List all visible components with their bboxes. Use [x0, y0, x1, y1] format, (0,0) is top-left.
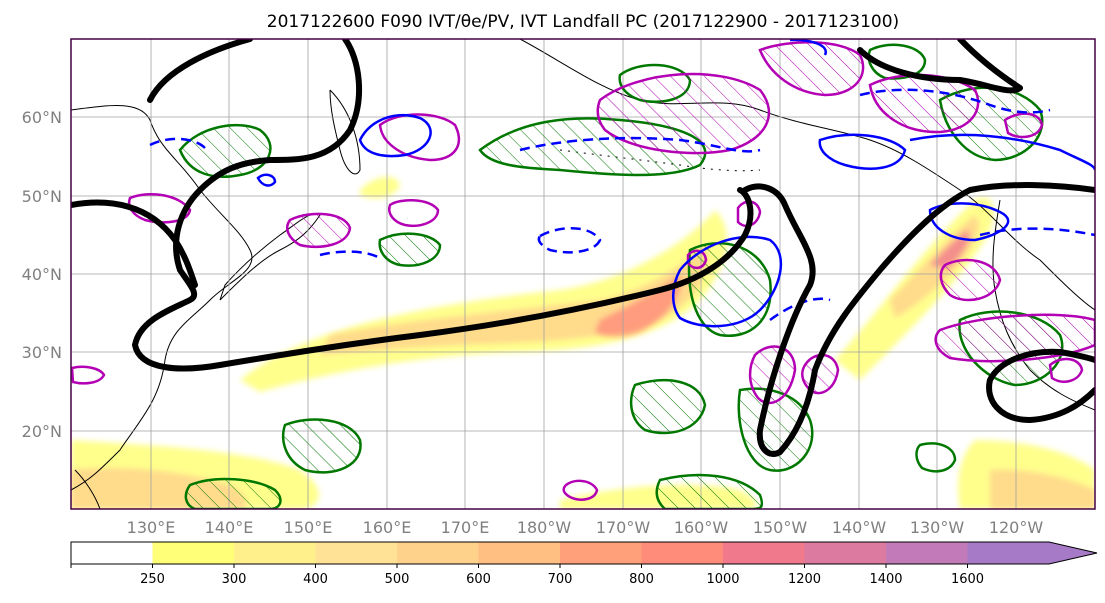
- blue-contour-9: [979, 227, 1095, 237]
- green-contour-8: [655, 473, 764, 509]
- blue-contour-2: [149, 137, 206, 149]
- colorbar-extend-arrow: [1049, 542, 1097, 564]
- colorbar-label: 1000: [706, 572, 739, 587]
- coastline-kamchatka: [329, 89, 361, 175]
- magenta-contour-6: [286, 212, 352, 249]
- landfall-pc-contour: [71, 39, 1095, 457]
- lat-label-60: 60°N: [22, 108, 62, 127]
- blue-contour-7: [818, 133, 907, 170]
- lat-label-20: 20°N: [22, 422, 62, 441]
- blue-contour-3: [519, 136, 761, 153]
- magenta-contour-11: [939, 258, 1002, 302]
- colorbar-segment: [804, 542, 887, 564]
- magenta-contour-2: [596, 72, 771, 155]
- colorbar-segment: [641, 542, 724, 564]
- green-contour-14: [915, 442, 957, 473]
- lon-label-150w: 150°W: [753, 518, 808, 537]
- colorbar-segment: [478, 542, 561, 564]
- chart-title: 2017122600 F090 IVT/θe/PV, IVT Landfall …: [267, 12, 899, 32]
- lon-label-160w: 160°W: [674, 518, 729, 537]
- lon-label-170w: 170°W: [596, 518, 651, 537]
- magenta-contour-4: [388, 199, 440, 227]
- magenta-contour-14: [562, 479, 599, 501]
- blue-contour-10: [859, 88, 1051, 114]
- blue-contour-4: [537, 226, 602, 254]
- map-area: [71, 39, 1095, 509]
- black-contour-southeast: [986, 348, 1095, 424]
- magenta-contour-7: [736, 200, 762, 228]
- colorbar-segment: [967, 542, 1050, 564]
- black-contour-main: [131, 39, 754, 372]
- lat-label-50: 50°N: [22, 187, 62, 206]
- colorbar-segment: [152, 542, 235, 564]
- magenta-contour-13: [71, 365, 106, 385]
- colorbar-segment: [886, 542, 968, 564]
- lon-label-150e: 150°E: [284, 518, 333, 537]
- magenta-contour-16: [1003, 112, 1044, 139]
- lon-tick-labels: 130°E 140°E 150°E 160°E 170°E 180°W 170°…: [127, 518, 1044, 537]
- magenta-contour-8: [686, 249, 708, 270]
- colorbar-label: 300: [222, 572, 247, 587]
- colorbar: 250 300 400 500 600 700 800 1000 1200 1400 1600: [70, 541, 1098, 587]
- lon-label-120w: 120°W: [989, 518, 1044, 537]
- colorbar-label: 400: [303, 572, 328, 587]
- blue-contour-13: [928, 202, 1010, 242]
- colorbar-label: 800: [629, 572, 654, 587]
- colorbar-label: 500: [385, 572, 410, 587]
- coastline-asia: [71, 105, 253, 491]
- lon-label-140w: 140°W: [832, 518, 887, 537]
- ivt-kamchatka: [360, 176, 400, 199]
- colorbar-segment: [315, 542, 398, 564]
- colorbar-label: 1600: [951, 572, 984, 587]
- colorbar-label: 600: [466, 572, 491, 587]
- colorbar-segment: [397, 542, 479, 564]
- blue-contour-12: [256, 173, 277, 187]
- lat-tick-labels: 60°N 50°N 40°N 30°N 20°N: [22, 108, 62, 441]
- colorbar-segment: [234, 542, 316, 564]
- blue-contour-14: [319, 250, 381, 260]
- lon-label-130e: 130°E: [127, 518, 176, 537]
- magenta-contour-1: [378, 113, 461, 162]
- green-contour-6: [281, 418, 362, 474]
- lon-label-170e: 170°E: [441, 518, 490, 537]
- colorbar-segment: [71, 542, 153, 564]
- blue-contour-8: [909, 133, 1095, 171]
- colorbar-label: 700: [548, 572, 573, 587]
- black-contour-central: [742, 182, 1095, 457]
- blue-contour-11: [789, 39, 827, 56]
- blue-contour-1: [358, 113, 432, 158]
- pv-magenta-contours: [71, 41, 1095, 501]
- colorbar-segment: [560, 542, 642, 564]
- blue-contour-5: [672, 235, 783, 328]
- lon-label-180w: 180°W: [517, 518, 572, 537]
- colorbar-outline: [70, 541, 1098, 565]
- coastline-philippines: [74, 469, 101, 509]
- black-contour-west: [71, 199, 198, 288]
- colorbar-segment: [723, 542, 805, 564]
- colorbar-labels: 250 300 400 500 600 700 800 1000 1200 1400 1600: [70, 564, 984, 587]
- magenta-contour-15: [1048, 357, 1084, 383]
- lat-label-30: 30°N: [22, 343, 62, 362]
- map-frame: [70, 38, 1096, 510]
- colorbar-boxes: [71, 542, 1097, 564]
- green-contour-5: [629, 378, 707, 435]
- black-contour-northeast: [857, 39, 1023, 94]
- lon-label-140e: 140°E: [205, 518, 254, 537]
- colorbar-label: 1200: [788, 572, 821, 587]
- lat-label-40: 40°N: [22, 265, 62, 284]
- colorbar-label: 1400: [869, 572, 902, 587]
- green-contour-7: [184, 477, 282, 509]
- green-contour-12: [378, 232, 442, 267]
- colorbar-label: 250: [140, 572, 165, 587]
- lon-label-160e: 160°E: [363, 518, 412, 537]
- lon-label-130w: 130°W: [910, 518, 965, 537]
